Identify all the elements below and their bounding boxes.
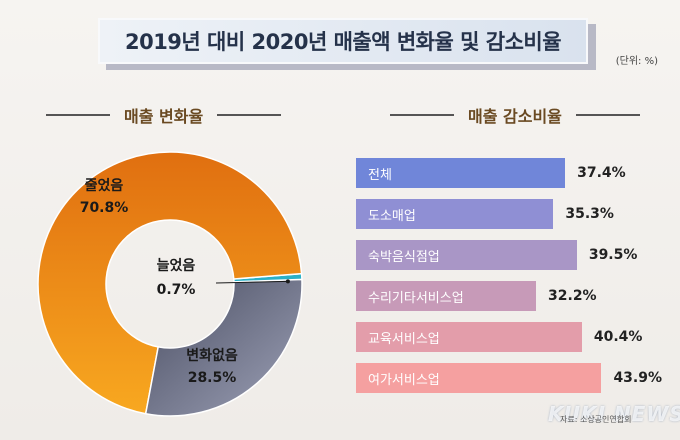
bar-value-1: 37.4% — [577, 165, 626, 181]
watermark-logo: KUKI NEWS — [548, 402, 680, 426]
label-decreased-value: 70.8% — [80, 200, 129, 216]
label-increased-value: 0.7% — [157, 282, 196, 298]
label-unchanged-value: 28.5% — [188, 370, 237, 386]
unit-note: (단위: %) — [615, 56, 658, 67]
bar-2: 도소매업 — [356, 199, 554, 229]
bar-section-header: 매출 감소비율 — [390, 104, 640, 126]
leader-line — [215, 280, 288, 284]
chart-title: 2019년 대비 2020년 매출액 변화율 및 감소비율 — [98, 18, 588, 64]
bar-value-6: 43.9% — [613, 370, 663, 386]
divider-line — [390, 114, 454, 116]
bar-6: 여가서비스업 — [356, 363, 602, 393]
label-decreased-name: 줄었음 — [85, 178, 124, 194]
bar-value-3: 39.5% — [588, 247, 638, 263]
divider-line — [217, 114, 282, 116]
source-note: 자료: 소상공인연합회 — [560, 415, 632, 424]
donut-title: 매출 변화율 — [124, 107, 204, 126]
bar-4: 수리기타서비스업 — [356, 281, 537, 311]
bar-value-2: 35.3% — [565, 206, 614, 222]
label-unchanged-name: 변화없음 — [186, 348, 238, 364]
bar-5: 교육서비스업 — [356, 322, 582, 352]
bar-3: 숙박음식점업 — [356, 240, 577, 270]
leader-dot — [285, 279, 290, 284]
label-increased-name: 늘었음 — [157, 258, 196, 274]
bar-title: 매출 감소비율 — [468, 107, 562, 126]
divider-line — [575, 114, 640, 116]
divider-line — [46, 114, 110, 116]
slice-decreased — [37, 151, 303, 415]
bar-1: 전체 — [356, 158, 566, 188]
bar-value-4: 32.2% — [548, 288, 597, 304]
slice-unchanged — [144, 278, 303, 417]
donut-section-header: 매출 변화율 — [46, 104, 282, 126]
donut-chart: 줄었음 70.8% 변화없음 28.5% 늘었음 0.7% — [37, 151, 303, 417]
bar-value-5: 40.4% — [593, 329, 643, 345]
